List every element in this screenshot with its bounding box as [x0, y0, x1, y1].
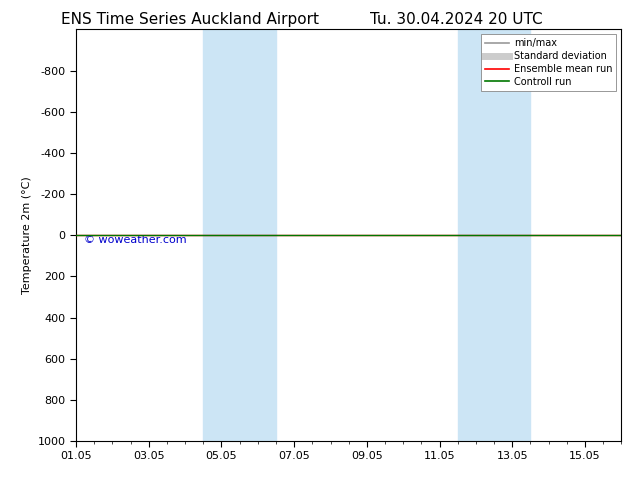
Text: ENS Time Series Auckland Airport: ENS Time Series Auckland Airport: [61, 12, 319, 27]
Bar: [204, 29, 276, 441]
Y-axis label: Temperature 2m (°C): Temperature 2m (°C): [22, 176, 32, 294]
Bar: [458, 29, 531, 441]
Text: © woweather.com: © woweather.com: [84, 235, 187, 245]
Legend: min/max, Standard deviation, Ensemble mean run, Controll run: min/max, Standard deviation, Ensemble me…: [481, 34, 616, 91]
Text: Tu. 30.04.2024 20 UTC: Tu. 30.04.2024 20 UTC: [370, 12, 543, 27]
